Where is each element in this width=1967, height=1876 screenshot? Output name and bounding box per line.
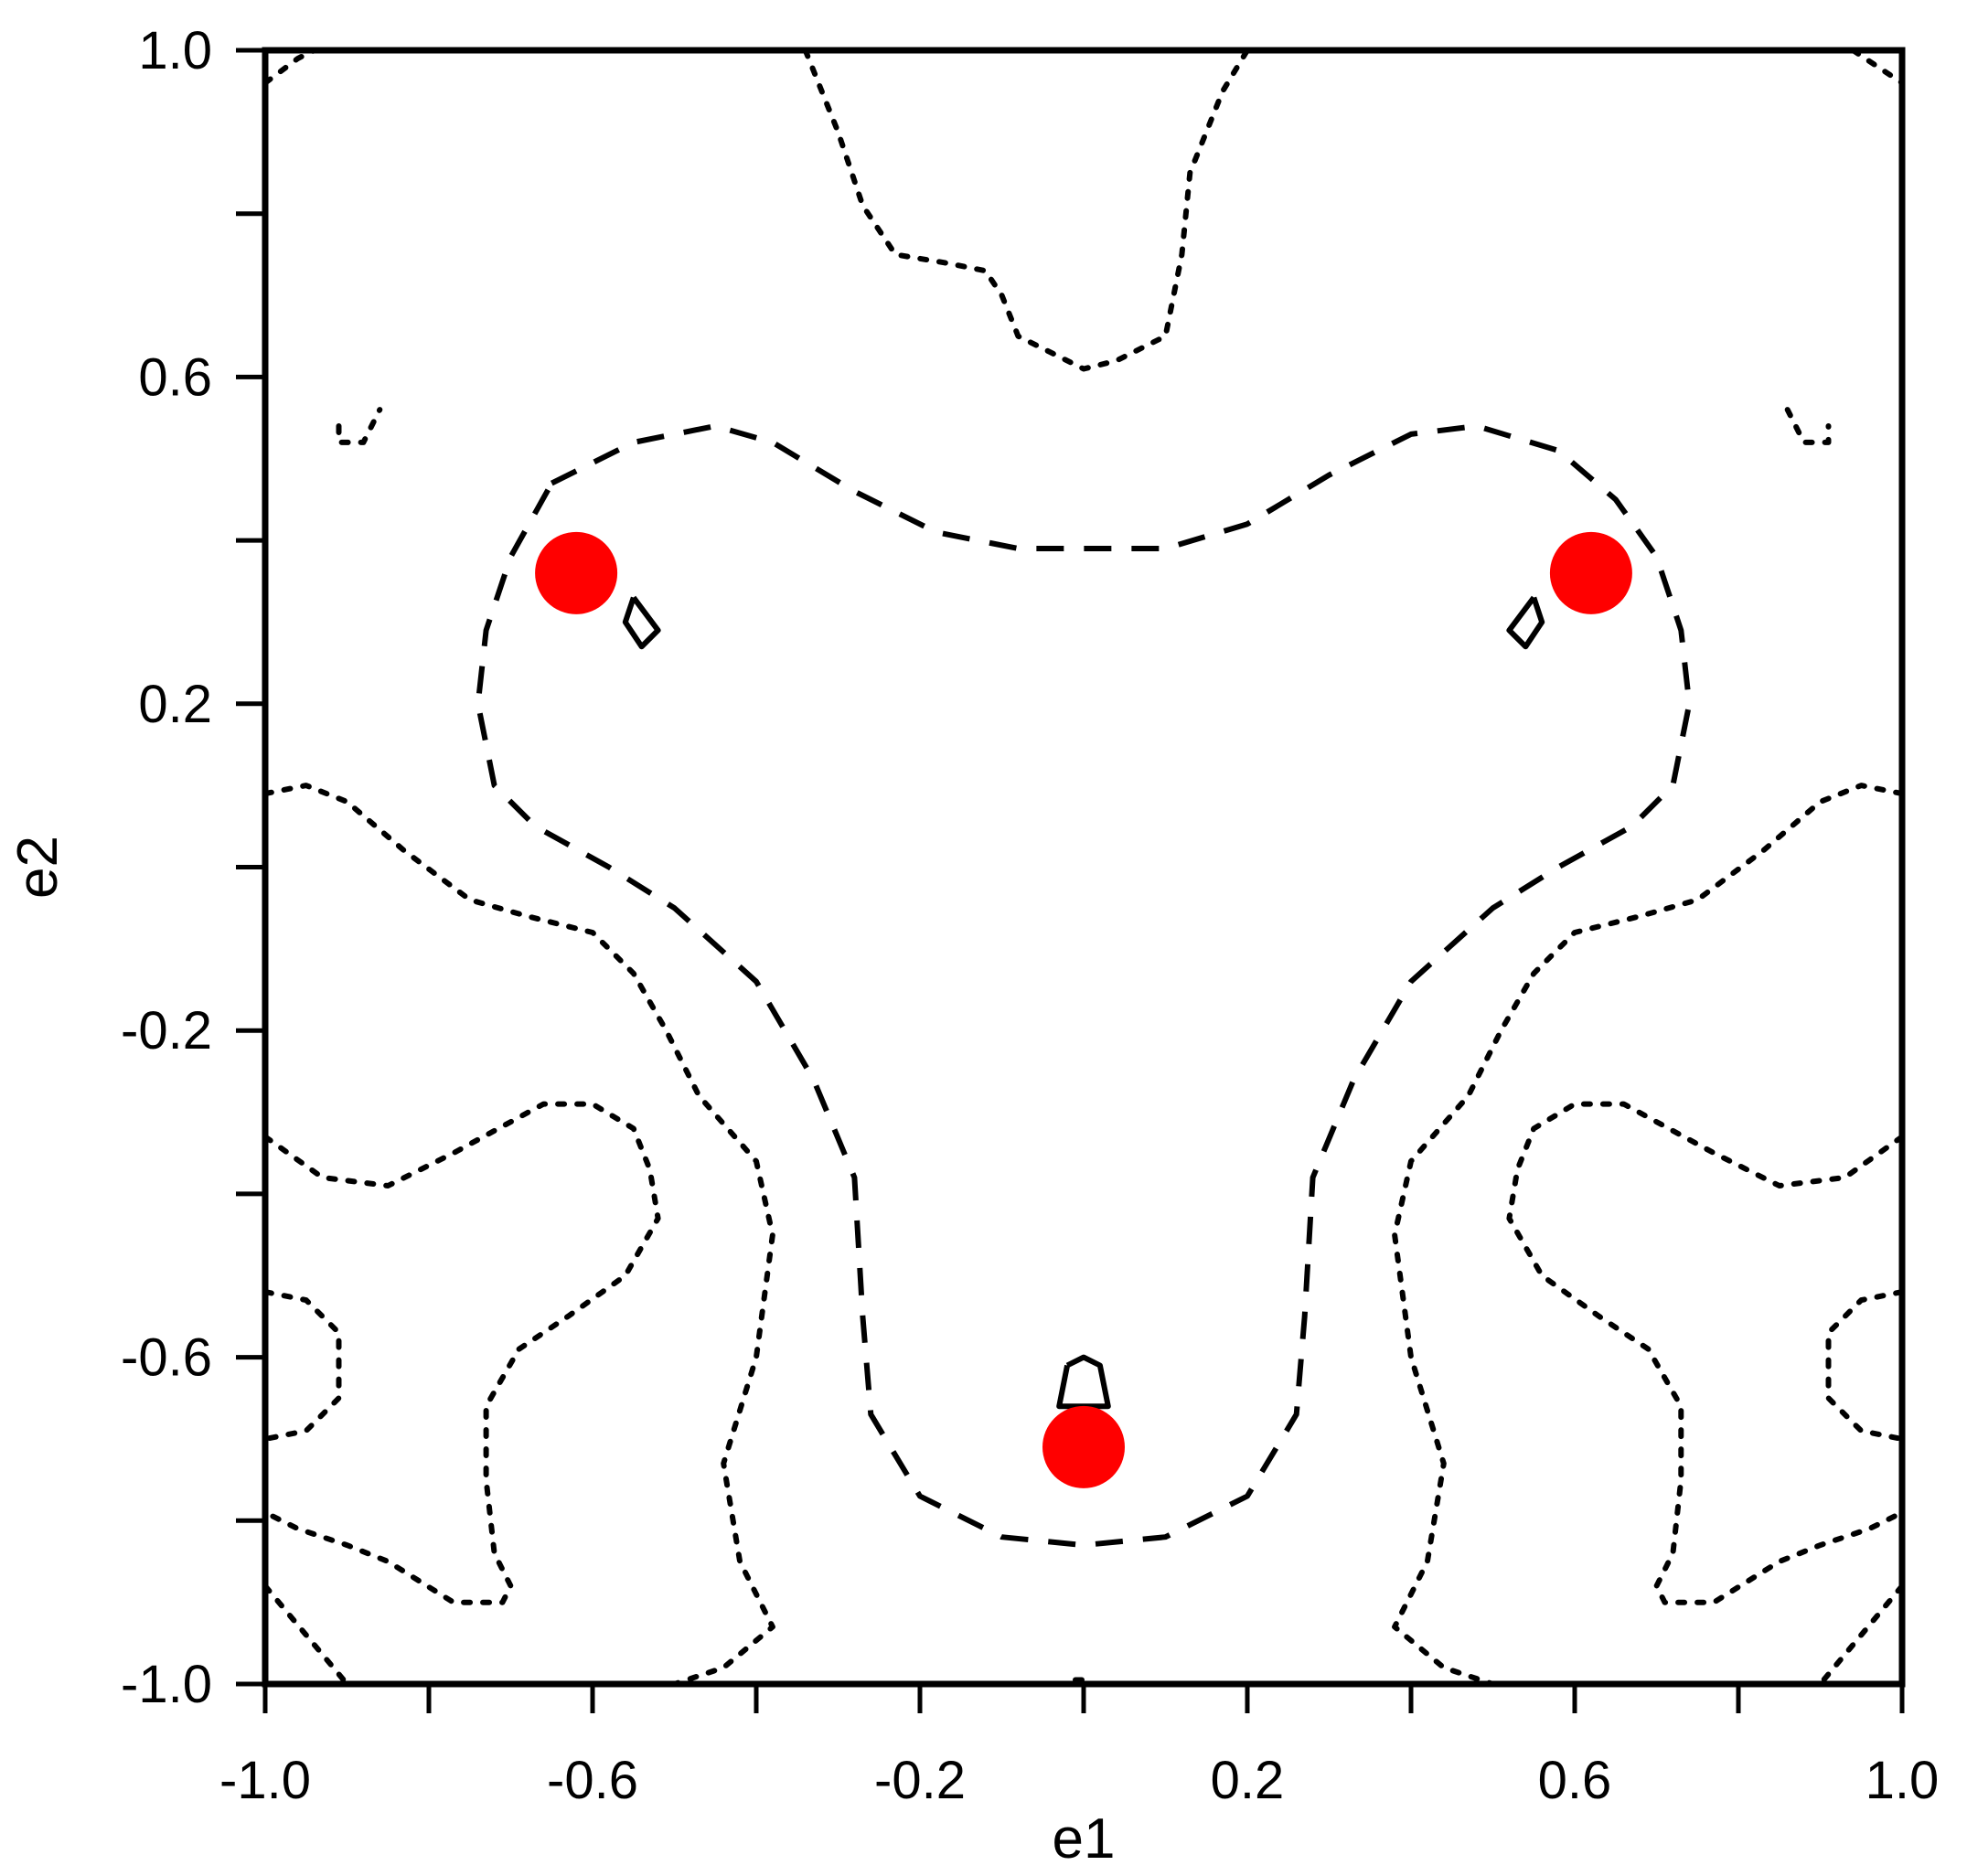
contour-line-solid-15 <box>622 595 661 650</box>
contour-lines <box>262 48 1905 1687</box>
contour-line-solid-16 <box>1506 595 1545 650</box>
contour-line-dotted-1 <box>262 48 317 86</box>
contour-line-dotted-9 <box>262 1583 350 1687</box>
y-tick-label-2: 0.2 <box>138 675 212 734</box>
y-tick-label-3: -0.2 <box>121 1001 212 1061</box>
y-axis-ticks <box>236 48 265 1687</box>
minimum-marker-2 <box>1042 1405 1125 1488</box>
minimum-marker-1 <box>1549 531 1632 614</box>
contour-line-dotted-3 <box>262 783 775 1687</box>
minimum-marker-0 <box>535 531 618 614</box>
contour-line-dotted-8 <box>1825 1289 1905 1442</box>
minimum-markers <box>535 531 1632 1488</box>
contour-line-dotted-13 <box>1784 407 1832 445</box>
x-axis-label: e1 <box>1053 1807 1116 1871</box>
contour-line-dotted-2 <box>1850 48 1905 86</box>
x-axis-tick-labels: -1.0 -0.6 -0.2 0.2 0.6 1.0 <box>219 1751 1939 1810</box>
contour-line-dotted-12 <box>336 407 383 445</box>
x-tick-label-5: 1.0 <box>1865 1751 1940 1810</box>
contour-line-dotted-0 <box>802 48 1250 372</box>
x-tick-label-1: -0.6 <box>547 1751 638 1810</box>
y-axis-tick-labels: 1.0 0.6 0.2 -0.2 -0.6 -1.0 <box>121 21 212 1714</box>
x-tick-label-4: 0.6 <box>1538 1751 1612 1810</box>
contour-line-dotted-7 <box>262 1289 342 1442</box>
y-tick-label-1: 0.6 <box>138 347 212 407</box>
contour-line-dotted-10 <box>1817 1583 1905 1687</box>
y-tick-label-4: -0.6 <box>121 1328 212 1388</box>
y-axis-label: e2 <box>6 836 69 899</box>
x-axis-ticks <box>262 1684 1905 1713</box>
x-tick-label-3: 0.2 <box>1211 1751 1285 1810</box>
x-tick-label-2: -0.2 <box>874 1751 966 1810</box>
contour-line-dotted-6 <box>1506 1101 1905 1605</box>
y-tick-label-0: 1.0 <box>138 21 212 80</box>
contour-line-dashed-14 <box>475 423 1693 1549</box>
contour-line-dotted-5 <box>262 1101 661 1605</box>
contour-line-dotted-4 <box>1392 783 1905 1687</box>
contour-line-solid-17 <box>1056 1354 1111 1410</box>
x-tick-label-0: -1.0 <box>219 1751 311 1810</box>
y-tick-label-5: -1.0 <box>121 1655 212 1714</box>
